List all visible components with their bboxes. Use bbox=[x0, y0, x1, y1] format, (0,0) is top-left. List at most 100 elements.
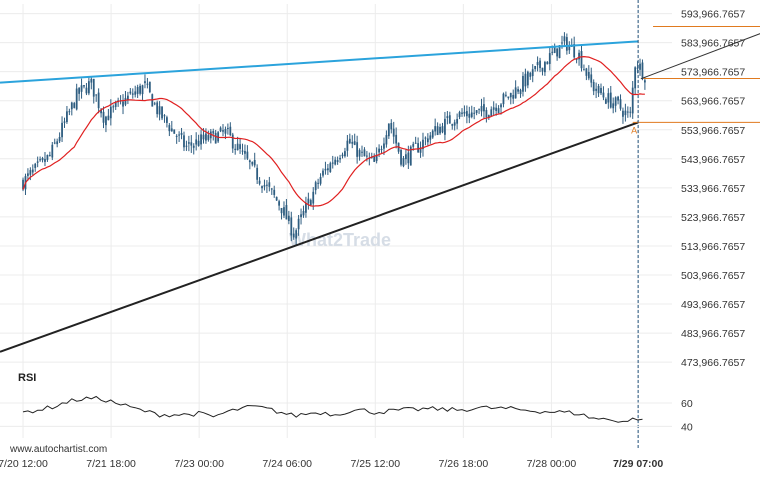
candle-body bbox=[170, 128, 173, 132]
candle-body bbox=[348, 138, 351, 144]
candle-body bbox=[168, 125, 171, 132]
candle-body bbox=[180, 132, 183, 135]
candle-body bbox=[573, 44, 576, 58]
candle-body bbox=[346, 140, 349, 151]
candle-body bbox=[504, 94, 507, 96]
candle-body bbox=[336, 160, 339, 163]
candle-body bbox=[497, 108, 500, 113]
candle-body bbox=[146, 83, 149, 85]
candle-body bbox=[292, 233, 295, 238]
trend-lines bbox=[0, 40, 639, 353]
source-label: www.autochartist.com bbox=[9, 444, 107, 455]
candle-body bbox=[514, 87, 517, 99]
grid bbox=[0, 4, 672, 438]
candle-body bbox=[380, 149, 383, 151]
candle-body bbox=[273, 189, 276, 195]
candle-body bbox=[29, 170, 32, 175]
candle-body bbox=[73, 103, 76, 108]
candle-body bbox=[592, 82, 595, 92]
candle-body bbox=[129, 91, 132, 94]
candle-body bbox=[575, 58, 578, 60]
candle-body bbox=[565, 37, 568, 51]
candle-body bbox=[100, 109, 102, 114]
candle-body bbox=[578, 52, 580, 60]
candle-body bbox=[395, 134, 398, 144]
candle-body bbox=[290, 217, 293, 236]
candle-body bbox=[163, 115, 166, 117]
candle-body bbox=[105, 116, 107, 126]
y-tick-label: 543,966.7657 bbox=[681, 154, 745, 166]
candle-body bbox=[302, 211, 305, 216]
candle-body bbox=[80, 85, 83, 92]
candle-body bbox=[390, 123, 393, 130]
candle-body bbox=[234, 148, 237, 150]
candle-body bbox=[326, 168, 329, 171]
candle-body bbox=[375, 154, 378, 162]
candle-body bbox=[556, 48, 559, 57]
candle-body bbox=[373, 156, 376, 162]
candle-body bbox=[563, 36, 566, 42]
support-trendline bbox=[0, 121, 639, 353]
candle-body bbox=[607, 93, 610, 103]
candle-body bbox=[231, 134, 234, 149]
candle-body bbox=[619, 99, 622, 109]
candle-body bbox=[407, 152, 410, 164]
candle-body bbox=[461, 112, 463, 114]
candle-body bbox=[258, 180, 261, 184]
candle-body bbox=[124, 97, 127, 105]
candle-body bbox=[536, 61, 539, 66]
candle-body bbox=[492, 107, 495, 110]
candle-body bbox=[139, 85, 141, 94]
candle-body bbox=[83, 85, 85, 87]
candle-body bbox=[531, 69, 534, 77]
candle-body bbox=[205, 133, 207, 141]
y-tick-label: 583,966.7657 bbox=[681, 38, 745, 50]
candle-body bbox=[66, 111, 68, 122]
candle-body bbox=[585, 68, 588, 76]
candle-body bbox=[305, 203, 307, 213]
y-tick-label: 553,966.7657 bbox=[681, 125, 745, 137]
candle-body bbox=[34, 163, 37, 168]
candle-body bbox=[468, 113, 471, 118]
y-tick-label: 533,966.7657 bbox=[681, 183, 745, 195]
candle-body bbox=[158, 106, 161, 115]
candle-body bbox=[436, 126, 439, 135]
candle-body bbox=[434, 126, 437, 132]
candle-body bbox=[378, 148, 380, 153]
candle-body bbox=[102, 111, 105, 123]
candle-body bbox=[190, 142, 193, 146]
candle-body bbox=[405, 154, 407, 160]
candle-body bbox=[356, 142, 359, 157]
candle-body bbox=[444, 118, 446, 135]
watermark: What2Trade bbox=[289, 230, 391, 250]
candle-body bbox=[636, 67, 639, 69]
candle-body bbox=[229, 126, 232, 136]
candle-body bbox=[173, 129, 176, 134]
candle-body bbox=[417, 143, 420, 153]
candle-body bbox=[219, 127, 222, 132]
candle-body bbox=[383, 143, 385, 149]
candle-body bbox=[429, 135, 432, 140]
candle-body bbox=[27, 173, 29, 176]
candle-body bbox=[122, 101, 124, 107]
candle-body bbox=[431, 130, 434, 138]
candle-body bbox=[195, 139, 198, 145]
candle-body bbox=[268, 182, 271, 187]
candle-body bbox=[109, 106, 112, 119]
candle-body bbox=[75, 88, 78, 110]
x-tick-label: 7/25 12:00 bbox=[350, 458, 400, 470]
y-tick-label: 513,966.7657 bbox=[681, 241, 745, 253]
candle-body bbox=[207, 135, 210, 140]
candle-body bbox=[385, 135, 388, 145]
candle-body bbox=[253, 160, 256, 166]
candle-body bbox=[402, 158, 405, 167]
candle-body bbox=[107, 115, 110, 121]
candle-body bbox=[256, 167, 259, 180]
candle-body bbox=[475, 110, 478, 113]
candle-body bbox=[136, 87, 139, 94]
candle-body bbox=[483, 104, 485, 112]
candle-body bbox=[487, 115, 490, 118]
candle-body bbox=[156, 102, 159, 115]
candle-body bbox=[419, 147, 422, 153]
